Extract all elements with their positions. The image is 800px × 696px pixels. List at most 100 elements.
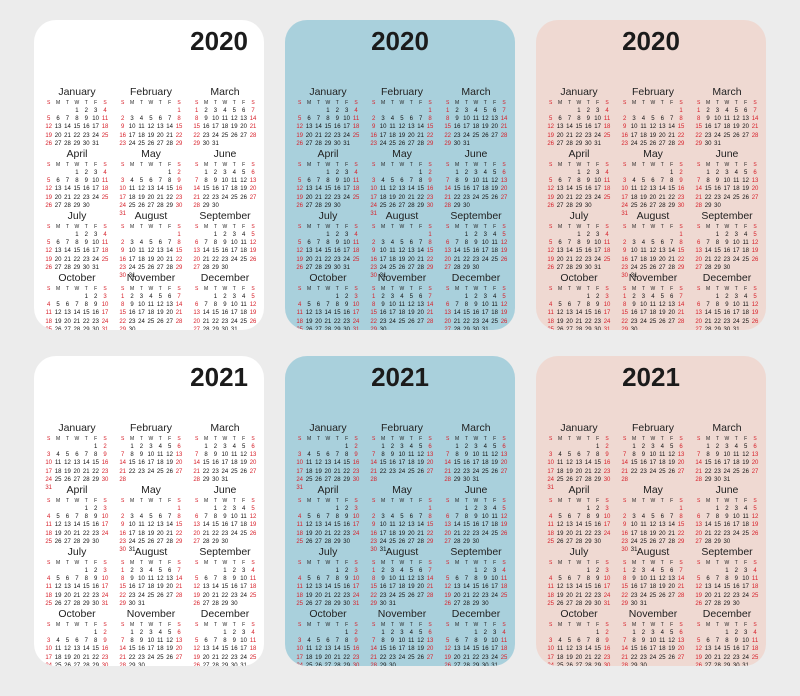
weekday-letter: T (715, 560, 719, 566)
month-name: May (141, 484, 161, 496)
weekday-letter: F (242, 622, 246, 628)
day-cell: 12 (658, 576, 666, 583)
week-row: 11 12 13 14 15 16 17 (546, 309, 612, 317)
day-cell: 30 (101, 662, 109, 666)
day-cell: 28 (82, 476, 90, 483)
day-cell: 13 (193, 522, 201, 529)
week-row: 11 12 13 14 15 16 17 (44, 521, 110, 529)
weekday-letter: S (753, 436, 757, 442)
day-cell: 29 (575, 202, 583, 209)
day-cell: 4 (158, 444, 162, 450)
week-row: 26 27 28 29 30 31 (546, 264, 612, 272)
day-cell: 31 (128, 272, 136, 279)
weekday-letter: T (316, 622, 320, 628)
day-cell: 24 (352, 592, 360, 599)
day-cell: 27 (249, 468, 257, 475)
day-cell: 10 (630, 248, 638, 255)
weekday-letter: T (483, 560, 487, 566)
day-cell: 23 (640, 468, 647, 475)
weekday-letter: S (121, 498, 125, 504)
week-row: 12 13 14 15 16 17 18 (44, 185, 110, 193)
month-name: April (66, 148, 88, 160)
day-cell: 6 (446, 240, 450, 247)
day-cell: 9 (632, 576, 636, 583)
weekday-letter: T (567, 286, 571, 292)
month-name: September (450, 546, 502, 558)
day-cell: 9 (586, 116, 590, 123)
week-row: 26 27 28 29 30 (443, 600, 509, 608)
day-cell: 22 (704, 194, 712, 201)
day-cell: 12 (732, 116, 740, 123)
weekday-letter: S (753, 560, 757, 566)
day-cell: 25 (147, 592, 155, 599)
day-cell: 25 (640, 140, 647, 147)
day-cell: 16 (202, 124, 210, 131)
week-row: 30 31 (369, 546, 435, 554)
day-cell: 12 (54, 522, 62, 529)
day-cell (388, 326, 397, 330)
day-cell: 23 (704, 132, 712, 139)
day-cell: 27 (566, 538, 573, 545)
day-cell: 12 (296, 186, 304, 193)
day-cell: 10 (481, 514, 489, 521)
day-cell: 8 (623, 576, 627, 583)
day-cell: 22 (621, 318, 629, 325)
day-cell: 9 (130, 302, 134, 309)
day-cell: 11 (659, 638, 666, 645)
day-cell: 10 (463, 116, 470, 123)
day-cell (146, 107, 155, 115)
day-cell: 21 (370, 654, 378, 661)
day-cell (53, 443, 62, 451)
day-cell: 14 (333, 646, 341, 653)
day-cell: 16 (630, 584, 638, 591)
weekday-letter: M (56, 162, 61, 168)
day-cell: 21 (668, 132, 675, 139)
week-row: 6 7 8 9 10 11 12 (443, 513, 509, 521)
month-block: July S M T W T F S 1 2 3 4 5 6 7 8 9 10 11 12 13 14 15 16 17 18 19… (546, 546, 612, 612)
day-cell: 8 (84, 302, 88, 309)
day-cell: 16 (92, 310, 99, 317)
weekday-letter: T (232, 286, 236, 292)
month-block: September S M T W T F S 1 2 3 4 5 6 7 8 9 10 11 12 13 14 15 16 1… (694, 546, 760, 612)
day-cell: 31 (630, 546, 638, 553)
day-cell: 15 (677, 248, 685, 255)
day-cell: 27 (193, 264, 201, 271)
day-cell: 24 (481, 256, 489, 263)
day-cell: 17 (389, 310, 396, 317)
day-cell: 5 (65, 452, 70, 459)
day-cell: 9 (84, 240, 88, 247)
day-cell: 9 (734, 576, 738, 583)
day-cell: 11 (659, 452, 666, 459)
day-cell: 23 (584, 194, 592, 201)
day-cell: 19 (444, 592, 452, 599)
day-cell: 17 (463, 124, 470, 131)
day-cell: 23 (101, 468, 109, 475)
day-cell: 21 (417, 132, 424, 139)
weekday-letter: S (502, 224, 506, 230)
day-cell: 30 (453, 140, 461, 147)
month-name: February (129, 86, 172, 98)
day-cell (369, 231, 378, 239)
week-row: 28 29 30 (118, 662, 184, 666)
day-cell: 27 (695, 264, 703, 271)
weekday-letter: T (464, 224, 468, 230)
day-cell (648, 600, 657, 608)
week-row: 23 24 25 26 27 28 29 (620, 140, 686, 148)
day-cell: 13 (315, 310, 322, 317)
day-cell: 14 (584, 460, 592, 467)
day-cell: 2 (632, 568, 636, 574)
weekday-letter: T (586, 162, 590, 168)
day-cell: 26 (45, 264, 53, 271)
month-name: May (643, 484, 663, 496)
week-row: 24 25 26 27 28 29 30 (44, 662, 110, 666)
day-cell: 1 (335, 568, 339, 574)
day-cell: 21 (156, 194, 164, 201)
weekday-letter: T (139, 162, 143, 168)
week-row: 20 21 22 23 24 25 26 (443, 256, 509, 264)
day-cell: 4 (641, 514, 646, 521)
day-cell: 27 (315, 600, 322, 607)
day-cell: 17 (128, 256, 136, 263)
day-cell: 12 (398, 124, 406, 131)
